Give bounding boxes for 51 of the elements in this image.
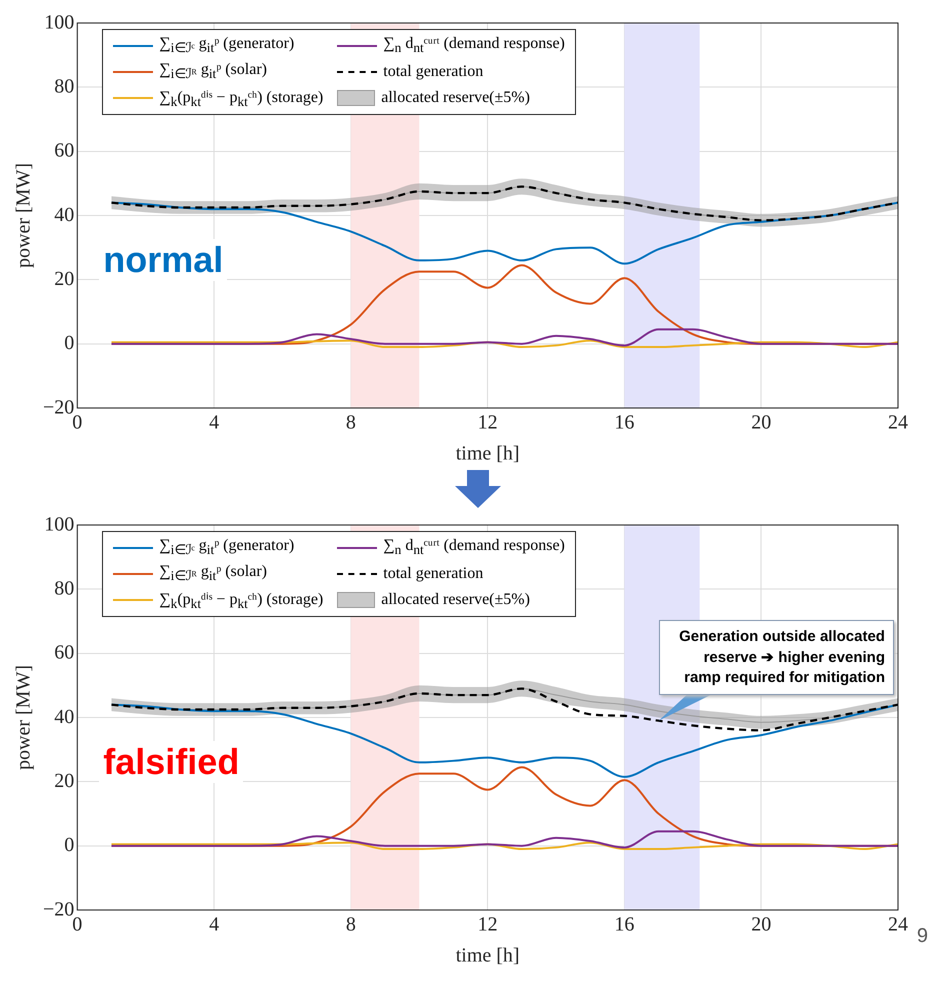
y-tick-label: 100 [44, 513, 74, 536]
line-series [110, 340, 898, 348]
text: 9 [916, 925, 928, 948]
y-tick-label: 0 [64, 332, 74, 354]
legend-label: ∑$_{i∈ℐᶜ}$ g$_{it}$ᵖ (generator) [159, 35, 294, 57]
annotation: normal [99, 238, 228, 281]
x-tick-label: 24 [888, 411, 908, 434]
x-tick-label: 4 [209, 411, 220, 434]
y-tick-label: 20 [54, 770, 74, 792]
y-tick-label: −20 [43, 396, 74, 418]
y-tick-label: 80 [54, 75, 74, 98]
x-tick-label: 20 [751, 411, 772, 434]
x-axis-title: time [h] [456, 944, 520, 966]
y-axis-title: power [MW] [12, 163, 34, 268]
legend-label: allocated reserve(±5%) [381, 591, 530, 609]
y-tick-label: −20 [43, 898, 74, 920]
y-tick-label: 80 [54, 577, 74, 600]
legend-label: ∑$_{k}$(p$_{kt}$ᵈⁱˢ − p$_{kt}$ᶜʰ) (storage) [159, 590, 324, 613]
line-series [110, 830, 898, 848]
legend-label: total generation [383, 63, 484, 81]
x-tick-label: 16 [614, 913, 634, 936]
x-axis-title: time [h] [456, 442, 520, 464]
legend-label: ∑$_{i∈ℐᴿ}$ g$_{it}$ᵖ (solar) [159, 61, 267, 83]
x-tick-label: 12 [478, 411, 498, 434]
y-tick-label: 0 [64, 834, 74, 856]
y-tick-label: 40 [54, 204, 74, 226]
y-tick-label: 20 [54, 268, 74, 290]
x-tick-label: 16 [614, 411, 634, 434]
x-tick-label: 4 [209, 913, 220, 936]
y-tick-label: 40 [54, 706, 74, 728]
legend-label: ∑$_{n}$ d$_{nt}$ᶜᵘʳᵗ (demand response) [383, 35, 565, 57]
line-series [110, 842, 898, 850]
y-tick-label: 60 [54, 140, 74, 162]
y-tick-label: 60 [54, 642, 74, 664]
legend-label: ∑$_{i∈ℐᴿ}$ g$_{it}$ᵖ (solar) [159, 563, 267, 585]
x-tick-label: 12 [478, 913, 498, 936]
x-tick-label: 8 [346, 411, 356, 434]
y-axis-title: power [MW] [12, 665, 34, 770]
line-series [110, 688, 898, 732]
legend-label: ∑$_{k}$(p$_{kt}$ᵈⁱˢ − p$_{kt}$ᶜʰ) (storage) [159, 88, 324, 111]
x-tick-label: 24 [888, 913, 908, 936]
line-series [110, 328, 898, 346]
annotation: Generation outside allocated reserve ➔ higher evening ramp required for mitigation [658, 620, 894, 696]
legend-label: total generation [383, 565, 484, 583]
x-tick-label: 8 [346, 913, 356, 936]
legend-label: allocated reserve(±5%) [381, 89, 530, 107]
legend-label: ∑$_{i∈ℐᶜ}$ g$_{it}$ᵖ (generator) [159, 537, 294, 559]
x-tick-label: 20 [751, 913, 772, 936]
y-tick-label: 100 [44, 11, 74, 34]
annotation: falsified [99, 740, 244, 783]
legend-label: ∑$_{n}$ d$_{nt}$ᶜᵘʳᵗ (demand response) [383, 537, 565, 559]
